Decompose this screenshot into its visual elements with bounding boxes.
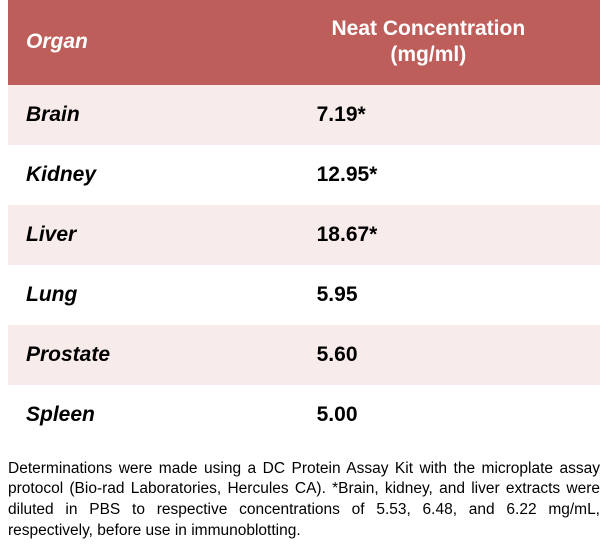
conc-line2: (mg/ml)	[390, 43, 466, 66]
col-header-organ: Organ	[8, 0, 257, 85]
col-header-concentration: Neat Concentration (mg/ml)	[257, 0, 600, 85]
caption-text: Determinations were made using a DC Prot…	[8, 459, 600, 543]
cell-organ: Lung	[8, 265, 257, 325]
concentration-table: Organ Neat Concentration (mg/ml) Brain 7…	[8, 0, 600, 445]
table-row: Kidney 12.95*	[8, 145, 600, 205]
cell-value: 5.00	[257, 385, 600, 445]
cell-organ: Spleen	[8, 385, 257, 445]
cell-organ: Liver	[8, 205, 257, 265]
cell-value: 12.95*	[257, 145, 600, 205]
figure-wrapper: Organ Neat Concentration (mg/ml) Brain 7…	[0, 0, 608, 554]
table-row: Lung 5.95	[8, 265, 600, 325]
cell-organ: Kidney	[8, 145, 257, 205]
table-row: Brain 7.19*	[8, 85, 600, 145]
cell-organ: Brain	[8, 85, 257, 145]
cell-organ: Prostate	[8, 325, 257, 385]
table-header-row: Organ Neat Concentration (mg/ml)	[8, 0, 600, 85]
cell-value: 7.19*	[257, 85, 600, 145]
conc-line1: Neat Concentration	[331, 17, 525, 40]
cell-value: 5.95	[257, 265, 600, 325]
table-row: Prostate 5.60	[8, 325, 600, 385]
cell-value: 5.60	[257, 325, 600, 385]
cell-value: 18.67*	[257, 205, 600, 265]
table-row: Spleen 5.00	[8, 385, 600, 445]
table-row: Liver 18.67*	[8, 205, 600, 265]
